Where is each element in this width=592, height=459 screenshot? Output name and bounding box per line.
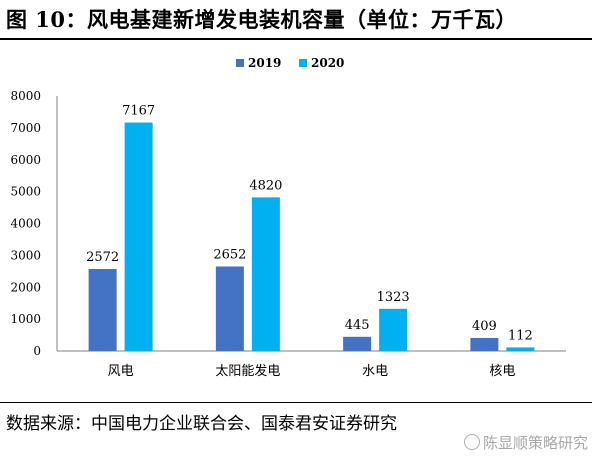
- bar-2020: [379, 308, 408, 351]
- bar-2019: [88, 269, 117, 351]
- data-label: 4820: [249, 178, 282, 193]
- legend-label: 2020: [311, 56, 344, 70]
- source-note: 数据来源：中国电力企业联合会、国泰君安证券研究: [6, 414, 397, 434]
- bar-chart: 0 1000 2000 3000 4000 5000 6000 7000 8000 2572 716…: [10, 56, 566, 379]
- x-category-label: 水电: [362, 364, 388, 379]
- bar-2020: [124, 122, 153, 351]
- bar-2019: [470, 337, 499, 351]
- legend-swatch-2019: [236, 59, 244, 67]
- bar-2019: [215, 266, 244, 351]
- data-label: 409: [472, 319, 497, 334]
- bar-2019: [343, 336, 372, 351]
- x-category-label: 太阳能发电: [215, 363, 280, 379]
- y-tick-label: 2000: [10, 280, 41, 294]
- y-tick-label: 7000: [10, 121, 41, 135]
- wechat-icon: [463, 434, 480, 450]
- bar-2020: [251, 197, 280, 351]
- legend-swatch-2020: [299, 59, 307, 67]
- data-label: 7167: [122, 104, 155, 119]
- page-title: 图 10：风电基建新增发电装机容量（单位：万千瓦）: [6, 7, 518, 32]
- x-category-label: 风电: [108, 364, 134, 379]
- y-tick-label: 1000: [10, 312, 41, 326]
- source-rule: [0, 402, 592, 403]
- data-label: 445: [345, 318, 370, 333]
- y-tick-label: 6000: [10, 153, 41, 167]
- y-tick-label: 0: [33, 344, 41, 358]
- x-category-label: 核电: [489, 364, 515, 379]
- y-tick-label: 4000: [10, 217, 41, 231]
- watermark: 陈显顺策略研究: [463, 432, 588, 453]
- bar-2020: [506, 347, 535, 351]
- watermark-text: 陈显顺策略研究: [482, 434, 588, 452]
- data-label: 1323: [377, 290, 410, 305]
- legend-label: 2019: [248, 56, 281, 70]
- y-tick-label: 3000: [10, 248, 41, 262]
- data-label: 112: [508, 328, 533, 343]
- y-tick-label: 8000: [10, 89, 41, 103]
- data-label: 2652: [213, 247, 246, 262]
- data-label: 2572: [86, 250, 119, 265]
- title-rule: [0, 38, 592, 40]
- y-tick-label: 5000: [10, 185, 41, 199]
